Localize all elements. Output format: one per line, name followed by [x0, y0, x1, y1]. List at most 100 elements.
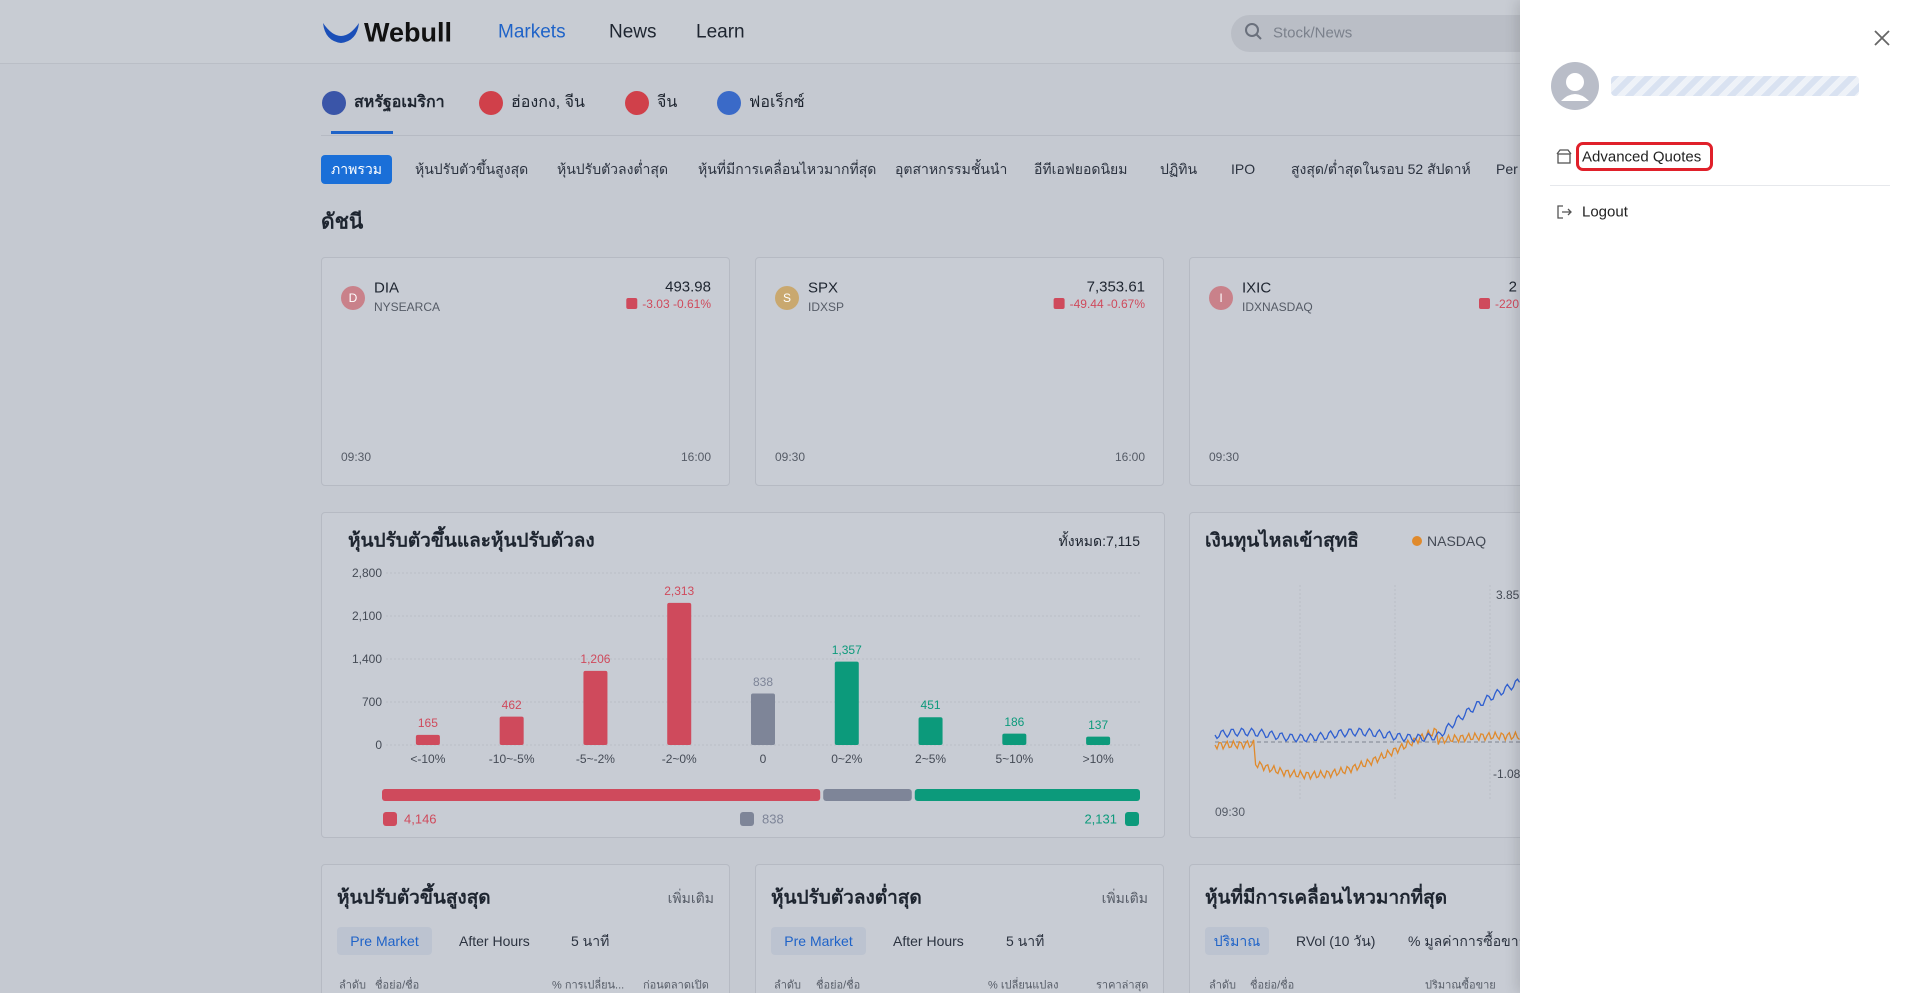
region-flag: [717, 91, 741, 115]
breakdown-label: 4,146: [404, 811, 437, 827]
card-title: หุ้นปรับตัวลงต่ำสุด: [771, 887, 922, 909]
breakdown-segment: [382, 789, 821, 801]
subtab[interactable]: IPO: [1231, 161, 1256, 177]
legend-label: NASDAQ: [1427, 533, 1487, 549]
x-tick-label: 5~10%: [995, 752, 1034, 766]
x-tick-label: 0~2%: [831, 752, 863, 766]
close-button[interactable]: [1872, 28, 1892, 48]
subtab[interactable]: สูงสุด/ต่ำสุดในรอบ 52 สัปดาห์: [1291, 161, 1471, 177]
index-icon: [1209, 286, 1233, 310]
list-tab[interactable]: Pre Market: [350, 933, 419, 949]
bar-value-label: 451: [920, 698, 941, 713]
flow-line: [1214, 727, 1520, 781]
username-blurred: [1611, 76, 1859, 96]
subtab[interactable]: อีทีเอฟยอดนิยม: [1034, 161, 1128, 177]
tab-pill: [771, 927, 866, 955]
index-symbol: IXIC: [1242, 279, 1272, 297]
list-tab[interactable]: After Hours: [459, 933, 530, 949]
bar-value-label: 462: [501, 697, 522, 712]
subtab[interactable]: หุ้นปรับตัวขึ้นสูงสุด: [415, 161, 529, 177]
bar: [583, 670, 608, 745]
region-flag: [322, 91, 346, 115]
bar-value-label: 186: [1004, 714, 1025, 729]
y-tick-label: 0: [375, 738, 382, 752]
card-title: เงินทุนไหลเข้าสุทธิ: [1205, 530, 1359, 552]
account-panel: Advanced Quotes Logout: [1520, 0, 1920, 993]
index-icon: [775, 286, 799, 310]
region-tab[interactable]: ฟอเร็กซ์: [749, 94, 805, 111]
breakdown-segment: [823, 789, 912, 801]
x-tick-label: -10~-5%: [488, 752, 535, 766]
list-tab[interactable]: After Hours: [893, 933, 964, 949]
bar-value-label: 2,313: [664, 583, 695, 598]
divider: [1550, 185, 1890, 186]
logo[interactable]: Webull: [364, 17, 453, 48]
index-icon-letter: I: [1219, 291, 1223, 305]
region-tab[interactable]: ฮ่องกง, จีน: [511, 94, 585, 111]
nav-link[interactable]: Learn: [696, 21, 745, 43]
list-tab[interactable]: Pre Market: [784, 933, 853, 949]
index-card: [321, 257, 730, 486]
list-tab[interactable]: RVol (10 วัน): [1296, 933, 1376, 949]
subtab[interactable]: ปฏิทิน: [1160, 161, 1198, 177]
column-header: ชื่อย่อ/ชื่อ: [1250, 979, 1295, 992]
search-box[interactable]: [1231, 15, 1551, 52]
breakdown-icon: [740, 812, 754, 826]
time-label: 09:30: [1215, 805, 1246, 819]
bar: [1086, 736, 1111, 745]
index-change: -3.03 -0.61%: [626, 298, 711, 310]
column-header: ลำดับ: [774, 979, 802, 992]
bar-value-label: 165: [417, 715, 438, 730]
list-tab[interactable]: ปริมาณ: [1213, 933, 1261, 949]
bar-value-label: 838: [752, 674, 774, 689]
subtab[interactable]: ภาพรวม: [331, 161, 382, 177]
subtab[interactable]: อุตสาหกรรมชั้นนำ: [895, 161, 1008, 177]
menu-item[interactable]: Advanced Quotes: [1582, 148, 1702, 166]
more-link[interactable]: เพิ่มเติม: [667, 890, 714, 906]
list-tab[interactable]: 5 นาที: [571, 933, 610, 949]
avatar[interactable]: [1550, 61, 1600, 111]
axis-label: 3.85: [1496, 588, 1520, 602]
subtab[interactable]: หุ้นที่มีการเคลื่อนไหวมากที่สุด: [698, 161, 877, 177]
x-tick-label: -5~-2%: [575, 752, 615, 766]
column-header: ก่อนตลาดเปิด: [643, 979, 709, 992]
subtab[interactable]: หุ้นปรับตัวลงต่ำสุด: [557, 161, 669, 177]
time-label: 09:30: [341, 450, 372, 464]
search-placeholder: Stock/News: [1273, 24, 1353, 42]
index-price: 7,353.61: [1086, 278, 1145, 296]
list-tab[interactable]: % มูลค่าการซื้อขาย: [1408, 933, 1527, 949]
bar: [918, 717, 943, 745]
nav-link[interactable]: Markets: [498, 21, 566, 43]
legend-dot: [1412, 536, 1422, 546]
list-tab[interactable]: 5 นาที: [1006, 933, 1045, 949]
more-link[interactable]: เพิ่มเติม: [1101, 890, 1148, 906]
search-icon: [1245, 23, 1262, 40]
time-label: 09:30: [1209, 450, 1240, 464]
index-exchange: NYSEARCA: [374, 300, 441, 314]
index-exchange: IDXSP: [808, 300, 845, 314]
x-tick-label: >10%: [1082, 752, 1114, 766]
index-symbol: DIA: [374, 279, 400, 297]
region-tab[interactable]: จีน: [657, 94, 678, 111]
subtab-pill: [321, 155, 392, 184]
y-tick-label: 700: [361, 695, 382, 709]
subtab[interactable]: Per: [1496, 161, 1518, 177]
region-tab[interactable]: สหรัฐอเมริกา: [354, 94, 445, 111]
menu-item[interactable]: Logout: [1582, 203, 1628, 221]
index-symbol: SPX: [808, 279, 839, 297]
tab-pill: [1205, 927, 1269, 955]
nav-link[interactable]: News: [609, 21, 657, 43]
x-tick-label: 2~5%: [915, 752, 947, 766]
logout-icon: [1557, 205, 1572, 219]
breakdown-icon: [1125, 812, 1139, 826]
index-card: [755, 257, 1164, 486]
card-title: หุ้นที่มีการเคลื่อนไหวมากที่สุด: [1205, 887, 1448, 909]
section-title: ดัชนี: [321, 210, 364, 234]
axis-label: -1.08: [1493, 767, 1521, 781]
card-title: หุ้นปรับตัวขึ้นและหุ้นปรับตัวลง: [348, 530, 595, 552]
region-flag: [479, 91, 503, 115]
time-label: 16:00: [680, 450, 711, 464]
column-header: ลำดับ: [1209, 979, 1237, 992]
column-header: % เปลี่ยนแปลง: [988, 979, 1059, 992]
